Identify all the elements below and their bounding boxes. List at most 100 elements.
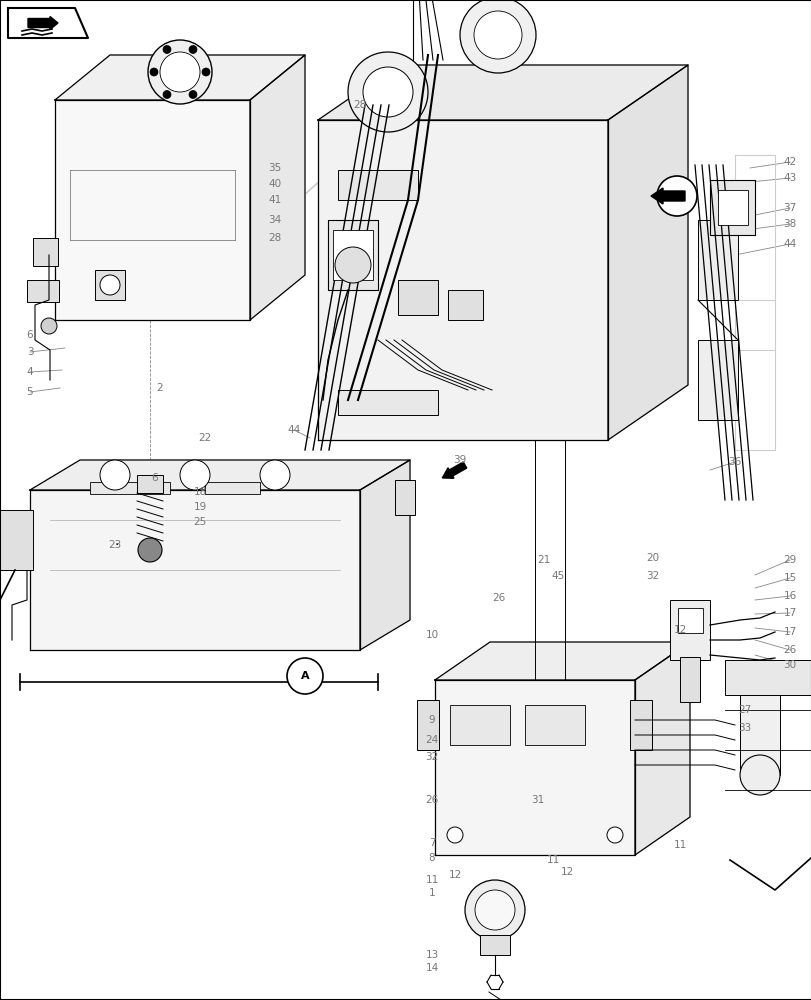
Polygon shape <box>435 642 689 680</box>
Polygon shape <box>55 55 305 100</box>
Text: 36: 36 <box>727 457 740 467</box>
Bar <box>95 270 125 300</box>
Text: 26: 26 <box>491 593 505 603</box>
Bar <box>739 695 779 775</box>
Text: 32: 32 <box>425 752 438 762</box>
Polygon shape <box>634 642 689 855</box>
Text: 13: 13 <box>425 950 438 960</box>
Circle shape <box>180 460 210 490</box>
Bar <box>448 290 483 320</box>
Bar <box>669 600 709 660</box>
Text: 6: 6 <box>27 330 33 340</box>
Text: 32: 32 <box>646 571 659 581</box>
Circle shape <box>363 67 413 117</box>
Text: 25: 25 <box>193 517 206 527</box>
Circle shape <box>739 755 779 795</box>
Text: 2: 2 <box>157 383 163 393</box>
Circle shape <box>465 880 525 940</box>
Text: 40: 40 <box>268 179 281 189</box>
Text: 38: 38 <box>783 219 796 229</box>
Text: 6: 6 <box>152 473 158 483</box>
Text: 12: 12 <box>448 870 461 880</box>
Text: 11: 11 <box>546 855 559 865</box>
Circle shape <box>335 247 371 283</box>
Circle shape <box>160 52 200 92</box>
Bar <box>333 230 372 280</box>
Text: A: A <box>672 191 680 201</box>
Bar <box>417 700 439 750</box>
Circle shape <box>202 68 210 76</box>
Polygon shape <box>30 460 410 490</box>
Bar <box>717 190 747 225</box>
Text: 15: 15 <box>783 573 796 583</box>
Text: 26: 26 <box>425 795 438 805</box>
Circle shape <box>100 275 120 295</box>
Text: 3: 3 <box>27 347 33 357</box>
Text: A: A <box>300 671 309 681</box>
Text: 11: 11 <box>425 875 438 885</box>
Text: 23: 23 <box>108 540 122 550</box>
Text: 27: 27 <box>737 705 751 715</box>
Circle shape <box>260 460 290 490</box>
Text: 28: 28 <box>268 233 281 243</box>
Text: 35: 35 <box>268 163 281 173</box>
Circle shape <box>163 45 171 53</box>
Bar <box>27 280 59 302</box>
Text: 24: 24 <box>425 735 438 745</box>
Polygon shape <box>250 55 305 320</box>
Text: 33: 33 <box>737 723 751 733</box>
FancyArrow shape <box>650 188 684 204</box>
Circle shape <box>189 91 197 99</box>
Text: 21: 21 <box>537 555 550 565</box>
Text: 30: 30 <box>783 660 796 670</box>
Text: 8: 8 <box>428 853 435 863</box>
Text: 1: 1 <box>428 888 435 898</box>
Text: 43: 43 <box>783 173 796 183</box>
Circle shape <box>474 890 514 930</box>
Circle shape <box>100 460 130 490</box>
Bar <box>697 340 737 420</box>
Bar <box>724 660 811 695</box>
Circle shape <box>656 176 696 216</box>
Bar <box>90 482 169 494</box>
Text: 10: 10 <box>425 630 438 640</box>
Text: 7: 7 <box>428 838 435 848</box>
Text: 31: 31 <box>530 795 544 805</box>
Circle shape <box>446 827 462 843</box>
Bar <box>337 170 418 200</box>
Text: 29: 29 <box>783 555 796 565</box>
Bar <box>709 180 754 235</box>
Bar <box>394 480 414 515</box>
Circle shape <box>348 52 427 132</box>
Bar <box>337 390 437 415</box>
Text: 42: 42 <box>783 157 796 167</box>
Circle shape <box>41 318 57 334</box>
Text: 9: 9 <box>428 715 435 725</box>
Text: 37: 37 <box>783 203 796 213</box>
Bar <box>33 238 58 266</box>
Circle shape <box>148 40 212 104</box>
Circle shape <box>286 658 323 694</box>
Bar <box>137 475 163 493</box>
Circle shape <box>138 538 162 562</box>
Text: 39: 39 <box>453 455 466 465</box>
Circle shape <box>150 68 158 76</box>
Polygon shape <box>359 460 410 650</box>
Text: 26: 26 <box>783 645 796 655</box>
Text: 12: 12 <box>672 625 686 635</box>
Text: 18: 18 <box>193 487 206 497</box>
Bar <box>697 220 737 300</box>
Text: .: . <box>115 534 119 548</box>
Text: 5: 5 <box>27 387 33 397</box>
Bar <box>677 608 702 633</box>
Text: 22: 22 <box>198 433 212 443</box>
Polygon shape <box>607 65 687 440</box>
Bar <box>629 700 651 750</box>
Polygon shape <box>55 100 250 320</box>
Bar <box>525 705 584 745</box>
Text: 44: 44 <box>783 239 796 249</box>
Text: 11: 11 <box>672 840 686 850</box>
Polygon shape <box>435 680 634 855</box>
Text: 45: 45 <box>551 571 564 581</box>
Polygon shape <box>8 8 88 38</box>
